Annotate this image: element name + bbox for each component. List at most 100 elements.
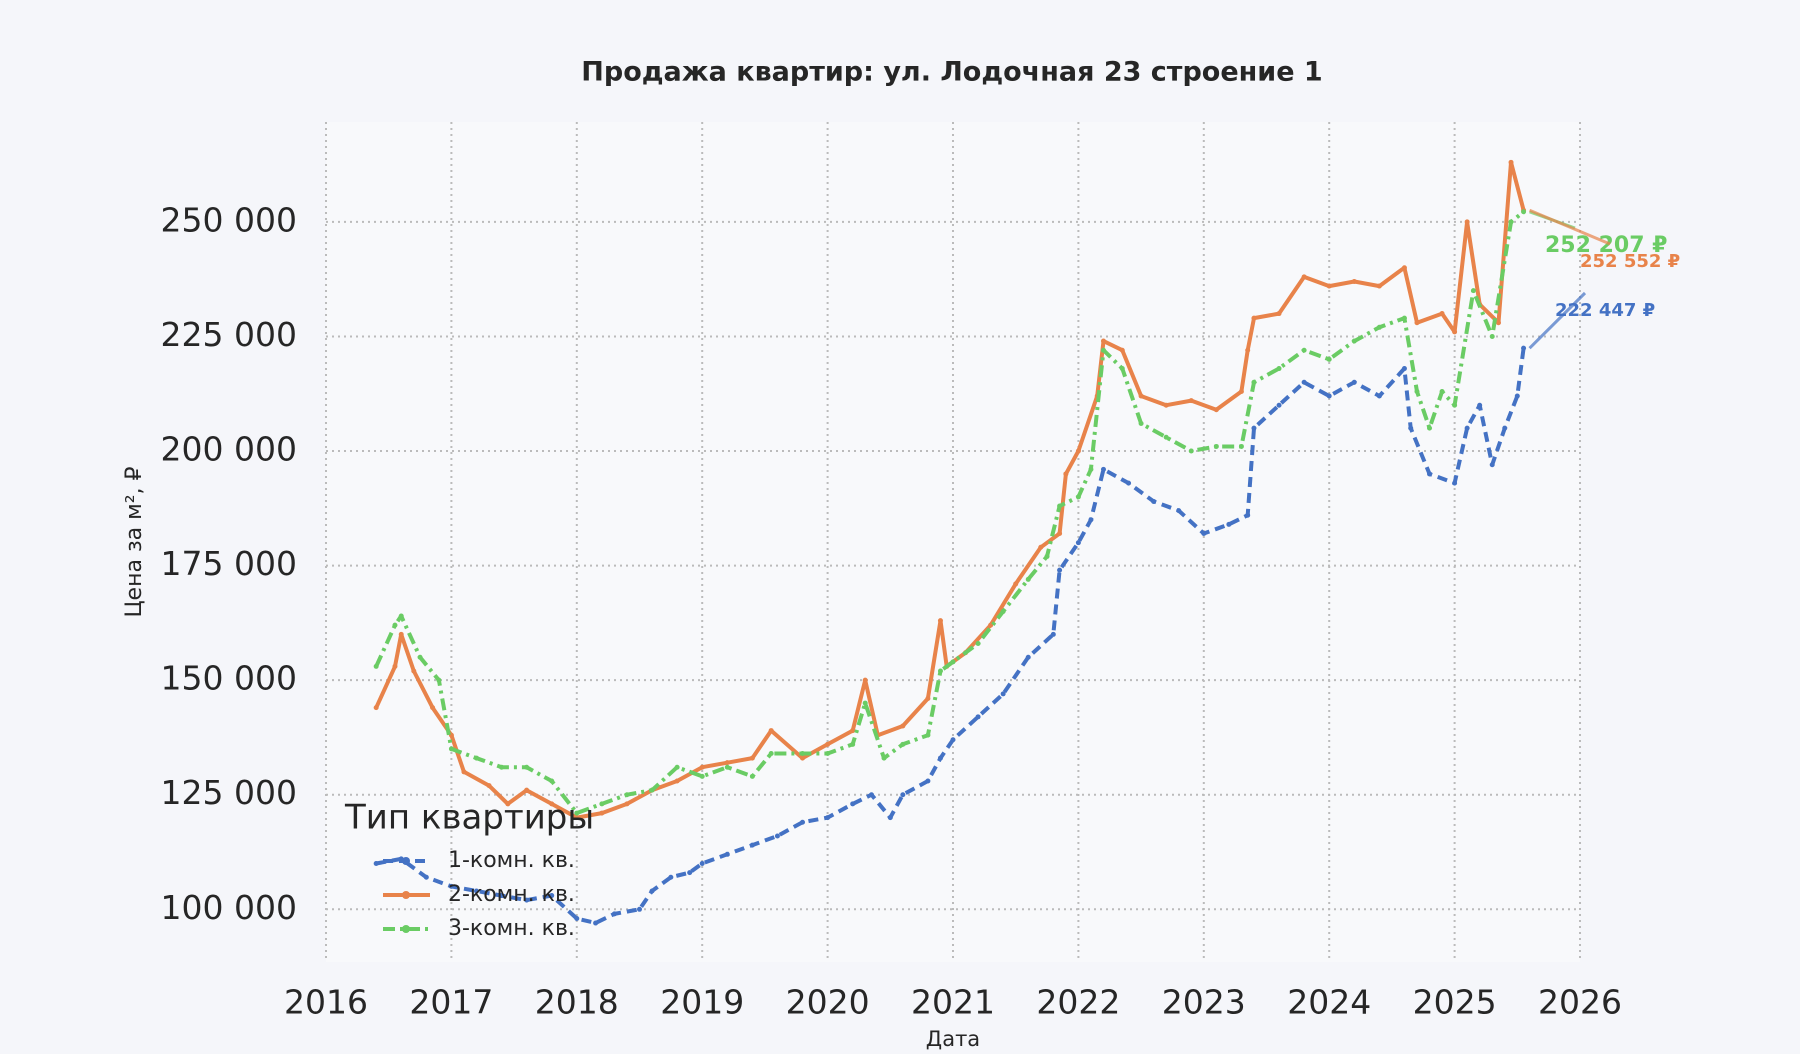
point: [1025, 654, 1031, 660]
point: [624, 801, 630, 807]
annotation-arrow: [1528, 291, 1587, 350]
point: [768, 728, 774, 734]
point: [1126, 480, 1132, 486]
series-line: [375, 347, 1526, 925]
point: [1414, 320, 1420, 326]
point: [1138, 421, 1144, 427]
point: [862, 700, 868, 706]
annotation: 252 207 ₽: [1545, 233, 1667, 258]
point: [1251, 315, 1257, 321]
point: [611, 911, 617, 917]
point: [1057, 503, 1063, 509]
point: [1470, 288, 1476, 294]
point: [1213, 443, 1219, 449]
point: [1057, 567, 1063, 573]
point: [881, 755, 887, 761]
point: [1119, 347, 1125, 353]
point: [486, 783, 492, 789]
point: [1088, 466, 1094, 472]
point: [411, 668, 417, 674]
point: [724, 760, 730, 766]
point: [549, 893, 555, 899]
point: [1427, 471, 1433, 477]
point: [1075, 540, 1081, 546]
point: [499, 764, 505, 770]
point: [925, 778, 931, 784]
point: [392, 663, 398, 669]
legend-marker: [402, 925, 410, 933]
x-tick-label: 2016: [284, 983, 368, 1022]
y-tick-label: 250 000: [161, 200, 297, 239]
point: [900, 723, 906, 729]
point: [724, 851, 730, 857]
point: [699, 860, 705, 866]
point: [900, 792, 906, 798]
point: [1138, 393, 1144, 399]
point: [624, 792, 630, 798]
point: [1013, 581, 1019, 587]
point: [1508, 219, 1514, 225]
point: [1050, 631, 1056, 637]
point: [950, 659, 956, 665]
point: [674, 778, 680, 784]
point: [1401, 315, 1407, 321]
point: [448, 883, 454, 889]
point: [473, 888, 479, 894]
point: [887, 815, 893, 821]
y-tick-label: 225 000: [161, 315, 297, 354]
point: [473, 755, 479, 761]
legend-label: 1-комн. кв.: [448, 848, 575, 873]
point: [1044, 553, 1050, 559]
point: [699, 773, 705, 779]
annotation: 222 447 ₽: [1555, 300, 1655, 321]
point: [862, 677, 868, 683]
legend-marker: [402, 891, 410, 899]
x-axis-label: Дата: [926, 1027, 980, 1050]
point: [1063, 471, 1069, 477]
point: [524, 897, 530, 903]
point: [1251, 425, 1257, 431]
point: [1508, 159, 1514, 165]
x-tick-label: 2022: [1036, 983, 1120, 1022]
point: [1251, 379, 1257, 385]
point: [1477, 402, 1483, 408]
point: [1213, 407, 1219, 413]
point: [373, 663, 379, 669]
point: [1025, 576, 1031, 582]
legend-label: 2-комн. кв.: [448, 882, 575, 907]
point: [900, 741, 906, 747]
point: [1088, 517, 1094, 523]
point: [1276, 311, 1282, 317]
x-tick-label: 2017: [409, 983, 493, 1022]
point: [868, 792, 874, 798]
point: [1489, 333, 1495, 339]
point: [1188, 398, 1194, 404]
annotation: 252 552 ₽: [1580, 251, 1680, 272]
point: [825, 815, 831, 821]
point: [1000, 691, 1006, 697]
legend-label: 3-комн. кв.: [448, 916, 575, 941]
point: [574, 810, 580, 816]
y-tick-label: 100 000: [161, 888, 297, 927]
point: [937, 618, 943, 624]
point: [398, 613, 404, 619]
point: [1301, 274, 1307, 280]
point: [687, 870, 693, 876]
point: [1376, 283, 1382, 289]
point: [1414, 388, 1420, 394]
point: [430, 705, 436, 711]
point: [1226, 521, 1232, 527]
chart-title: Продажа квартир: ул. Лодочная 23 строени…: [581, 57, 1322, 88]
point: [1502, 425, 1508, 431]
point: [549, 778, 555, 784]
point: [1521, 345, 1527, 351]
point: [1100, 347, 1106, 353]
point: [774, 833, 780, 839]
point: [1401, 265, 1407, 271]
point: [1201, 531, 1207, 537]
point: [1119, 366, 1125, 372]
point: [850, 728, 856, 734]
point: [1163, 434, 1169, 440]
point: [1057, 531, 1063, 537]
point: [1326, 356, 1332, 362]
